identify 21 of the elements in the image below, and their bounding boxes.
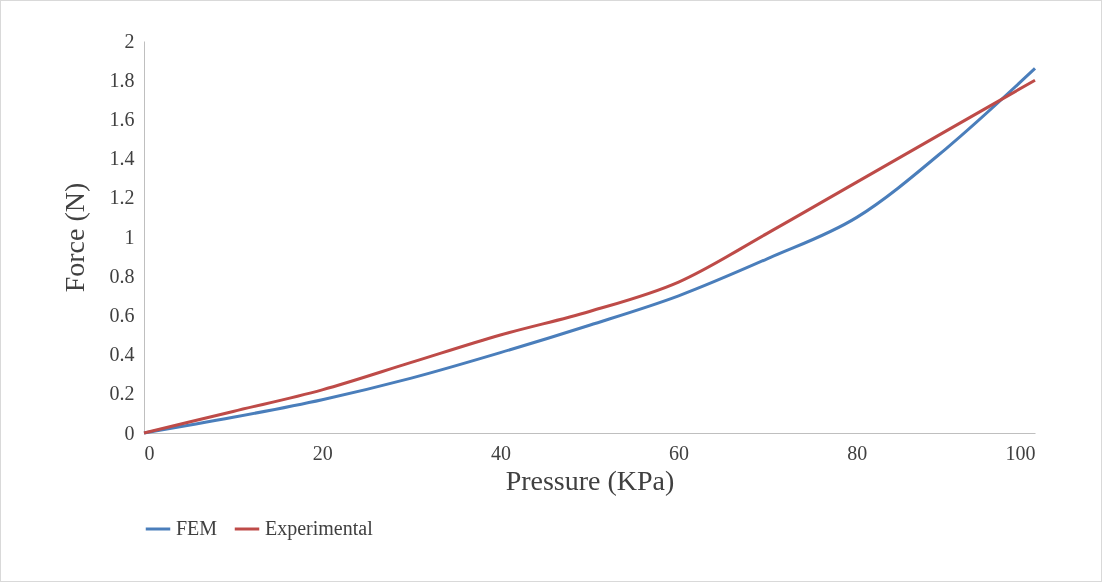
legend-label: FEM: [176, 517, 218, 539]
y-tick-label: 1: [124, 225, 135, 248]
x-tick-label: 20: [312, 441, 333, 464]
y-tick-label: 0.8: [109, 264, 135, 287]
y-axis-title: Force (N): [58, 182, 90, 293]
y-tick-label: 0.2: [109, 382, 135, 405]
x-axis-title: Pressure (KPa): [505, 464, 675, 496]
y-tick-label: 1.4: [109, 147, 135, 170]
y-tick-label: 1.8: [109, 68, 135, 91]
y-tick-label: 0.6: [109, 303, 135, 326]
x-tick-label: 60: [669, 441, 690, 464]
y-tick-label: 0: [124, 421, 135, 444]
y-tick-label: 0.4: [109, 343, 135, 366]
y-tick-label: 1.6: [109, 107, 135, 130]
x-tick-label: 40: [490, 441, 511, 464]
x-tick-label: 80: [847, 441, 868, 464]
y-tick-label: 2: [124, 29, 135, 52]
legend-label: Experimental: [265, 517, 374, 540]
y-tick-label: 1.2: [109, 186, 135, 209]
x-tick-label: 0: [144, 441, 155, 464]
x-tick-label: 100: [1005, 441, 1036, 464]
